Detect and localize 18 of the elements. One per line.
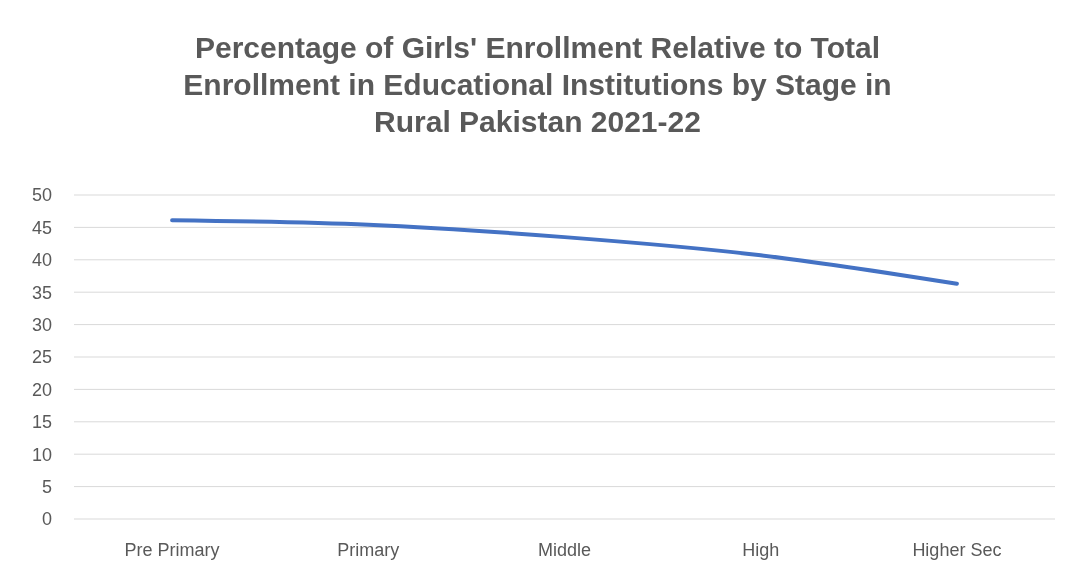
x-tick-label: High: [742, 540, 780, 560]
y-tick-label: 25: [31, 347, 52, 368]
x-tick-label: Primary: [337, 540, 400, 560]
y-tick-label: 10: [31, 444, 52, 465]
chart-title: Percentage of Girls' Enrollment Relative to Total Enrollment in Educational Institutions by Stage in Rural Pakistan 2021-22: [183, 31, 892, 138]
y-tick-label: 15: [31, 412, 52, 433]
y-tick-label: 30: [31, 314, 52, 335]
y-tick-label: 35: [31, 282, 52, 303]
y-tick-label: 20: [31, 379, 52, 400]
y-tick-label: 5: [41, 476, 52, 497]
y-tick-label: 0: [41, 509, 52, 530]
y-tick-label: 40: [31, 250, 52, 271]
x-tick-label: Middle: [537, 540, 592, 560]
y-tick-label: 50: [31, 185, 52, 206]
x-tick-label: Higher Sec: [912, 540, 1002, 560]
y-tick-label: 45: [31, 217, 52, 238]
line-series: [170, 218, 959, 286]
x-tick-label: Pre Primary: [124, 540, 220, 560]
